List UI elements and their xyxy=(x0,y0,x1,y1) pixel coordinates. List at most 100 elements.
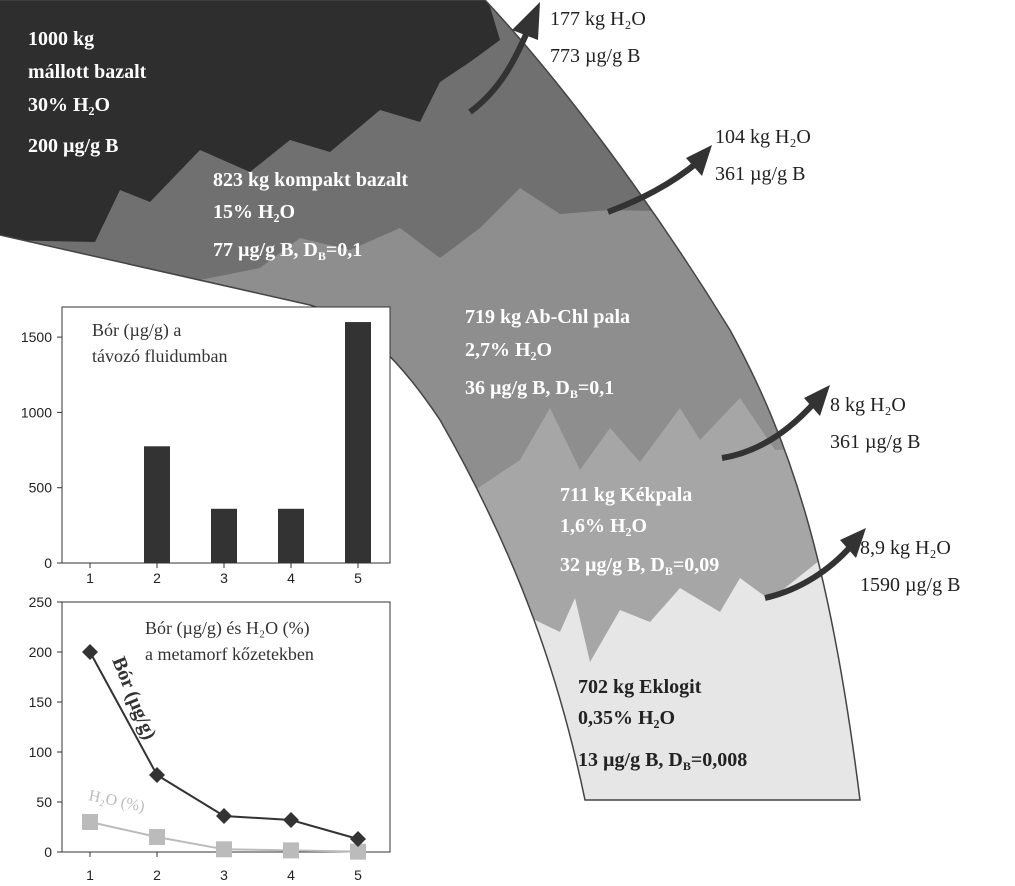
arrowhead xyxy=(686,145,712,176)
outflow-label: 361 µg/g B xyxy=(830,431,920,453)
x-tick-label: 5 xyxy=(354,570,362,586)
label-text: 32 µg/g B, D xyxy=(560,554,665,576)
marker xyxy=(149,829,165,845)
label-text: 36 µg/g B, D xyxy=(465,377,570,399)
label-text: 702 kg Eklogit xyxy=(578,676,702,698)
band-outline xyxy=(0,0,861,801)
x-tick-label: 1 xyxy=(86,570,94,586)
zone-5-area xyxy=(480,560,860,800)
marker xyxy=(82,644,98,660)
y-tick-label: 0 xyxy=(44,555,52,571)
x-tick-label: 4 xyxy=(287,570,295,586)
x-tick-label: 1 xyxy=(86,867,94,883)
label-text: 2,7% H₂O xyxy=(465,339,552,361)
zone-label: 823 kg kompakt bazalt xyxy=(213,169,408,191)
marker xyxy=(350,831,366,847)
zone-label: 30% H₂O xyxy=(28,94,110,116)
x-tick-label: 3 xyxy=(220,867,228,883)
chart-title: távozó fluidumban xyxy=(92,346,227,366)
label-text: 0,35% H₂O xyxy=(578,707,675,729)
arrowhead xyxy=(804,385,830,416)
arrowheads xyxy=(512,2,866,558)
y-tick-label: 0 xyxy=(44,844,52,860)
y-tick-label: 100 xyxy=(29,744,53,760)
outflow-label: 8 kg H₂O xyxy=(830,394,906,416)
y-tick-label: 200 xyxy=(29,644,53,660)
zone-label: 200 µg/g B xyxy=(28,135,118,157)
label-text: 711 kg Kékpala xyxy=(560,484,692,506)
x-tick-label: 2 xyxy=(153,867,161,883)
marker xyxy=(283,842,299,859)
marker xyxy=(350,843,366,860)
label-text: =0,09 xyxy=(673,554,719,576)
label-text: 1,6% H₂O xyxy=(560,515,647,537)
y-tick-label: 250 xyxy=(29,594,53,610)
zone-label: 719 kg Ab-Chl pala xyxy=(465,306,630,328)
label-text: 823 kg kompakt bazalt xyxy=(213,169,408,191)
zone-label: 15% H₂O xyxy=(213,201,295,223)
y-tick-label: 1500 xyxy=(21,329,52,345)
marker xyxy=(216,808,232,824)
chart-title: Bór (µg/g) és H₂O (%) xyxy=(145,618,310,639)
y-tick-label: 50 xyxy=(36,794,52,810)
arrows xyxy=(468,28,855,601)
zone-label: 13 µg/g B, DB=0,008 xyxy=(578,749,747,773)
y-tick-label: 500 xyxy=(29,480,53,496)
marker xyxy=(82,814,98,830)
marker xyxy=(149,767,165,783)
chart-title: a metamorf kőzetekben xyxy=(145,644,314,664)
label-text: 200 µg/g B xyxy=(28,135,118,157)
x-tick-label: 5 xyxy=(354,867,362,883)
x-tick-label: 3 xyxy=(220,570,228,586)
outflow-label: 104 kg H₂O xyxy=(715,126,811,148)
zone-label: 1000 kg xyxy=(28,28,94,50)
x-tick-label: 4 xyxy=(287,867,295,883)
label-text: 719 kg Ab-Chl pala xyxy=(465,306,630,328)
arrow xyxy=(468,28,531,115)
x-tick-label: 2 xyxy=(153,570,161,586)
y-tick-label: 150 xyxy=(29,694,53,710)
outflow-label: 8,9 kg H₂O xyxy=(860,537,951,559)
outflow-label: 1590 µg/g B xyxy=(860,574,960,596)
label-text: =0,1 xyxy=(326,239,362,261)
label-text: 15% H₂O xyxy=(213,201,295,223)
zone-label: 711 kg Kékpala xyxy=(560,484,692,506)
label-text: 13 µg/g B, D xyxy=(578,749,683,771)
arrow xyxy=(721,400,818,461)
label-text: =0,1 xyxy=(578,377,614,399)
zone-label: 2,7% H₂O xyxy=(465,339,552,361)
subscript: B xyxy=(570,387,578,401)
zone-label: 36 µg/g B, DB=0,1 xyxy=(465,377,614,401)
label-text: 1000 kg xyxy=(28,28,94,50)
chart-title: Bór (µg/g) a xyxy=(92,320,181,341)
marker xyxy=(283,812,299,828)
subscript: B xyxy=(665,564,673,578)
label-text: 30% H₂O xyxy=(28,94,110,116)
bar xyxy=(345,322,371,563)
arrowhead xyxy=(840,528,866,558)
zone-label: 32 µg/g B, DB=0,09 xyxy=(560,554,719,578)
subscript: B xyxy=(683,759,691,773)
outflow-label: 361 µg/g B xyxy=(715,163,805,185)
label-text: 77 µg/g B, D xyxy=(213,239,318,261)
label-text: mállott bazalt xyxy=(28,61,147,83)
zone-label: 702 kg Eklogit xyxy=(578,676,702,698)
label-text: =0,008 xyxy=(691,749,747,771)
outflow-label: 773 µg/g B xyxy=(550,45,640,67)
outflow-label: 177 kg H₂O xyxy=(550,8,646,30)
zone-1-area xyxy=(0,0,500,242)
zone-label: mállott bazalt xyxy=(28,61,147,83)
zone-label: 1,6% H₂O xyxy=(560,515,647,537)
arrow xyxy=(764,543,855,601)
arrowhead xyxy=(512,2,540,40)
y-tick-label: 1000 xyxy=(21,404,52,420)
subscript: B xyxy=(318,249,326,263)
bar xyxy=(144,446,170,563)
bar xyxy=(278,508,304,563)
zone-label: 77 µg/g B, DB=0,1 xyxy=(213,239,362,263)
bar xyxy=(211,508,237,563)
zone-label: 0,35% H₂O xyxy=(578,707,675,729)
arrow xyxy=(606,159,700,215)
marker xyxy=(216,841,232,858)
